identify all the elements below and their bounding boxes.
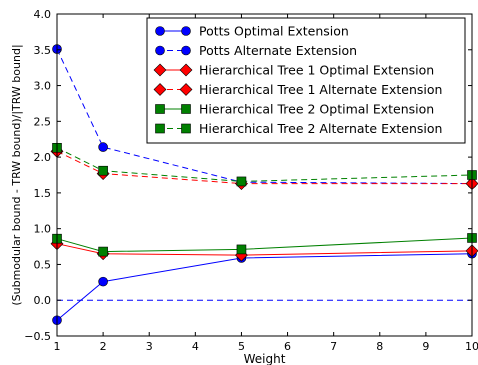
legend-marker-1 (181, 45, 191, 56)
series-line-1 (56, 48, 473, 185)
legend-marker-5 (181, 123, 191, 134)
y-tick-label: 3.5 (34, 44, 52, 57)
y-axis-label: (Submodular bound - TRW bound)/|TRW boun… (10, 44, 23, 305)
series-line-5 (56, 147, 473, 182)
series-lines-layer (56, 48, 473, 321)
legend-label-4: Hierarchical Tree 2 Optimal Extension (199, 102, 434, 117)
y-tick-label: 0.5 (34, 258, 52, 271)
series-0-point (98, 276, 108, 287)
series-4-point (236, 244, 247, 255)
x-tick-label: 9 (422, 340, 429, 353)
x-tick-label: 3 (146, 340, 153, 353)
legend-label-5: Hierarchical Tree 2 Alternate Extension (199, 121, 442, 136)
x-tick-label: 2 (100, 340, 107, 353)
legend-marker-3 (153, 83, 167, 96)
legend-marker-2 (179, 63, 193, 77)
y-tick-label: 1.0 (34, 223, 52, 236)
series-line-4 (56, 237, 473, 253)
x-tick-label: 6 (284, 340, 291, 353)
series-line-3 (56, 150, 472, 185)
series-4-point (98, 246, 108, 257)
x-tick-label: 7 (330, 340, 337, 353)
y-tick-label: 2.0 (34, 151, 52, 164)
legend-marker-0 (181, 26, 191, 36)
series-5-point (236, 176, 247, 187)
x-axis-label: Weight (244, 352, 286, 365)
legend-marker-1 (155, 45, 165, 56)
legend-marker-2 (153, 63, 167, 77)
legend-marker-3 (179, 83, 193, 96)
legend-label-2: Hierarchical Tree 1 Optimal Extension (199, 63, 434, 78)
x-tick-label: 8 (376, 340, 383, 353)
plot-frame (56, 13, 473, 337)
legend-marker-4 (181, 104, 191, 114)
legend-box (146, 17, 466, 144)
legend-label-1: Potts Alternate Extension (199, 43, 357, 58)
legend-marker-0 (155, 26, 165, 36)
series-line-0 (56, 253, 473, 321)
y-tick-label: 2.5 (34, 115, 52, 128)
legend: Potts Optimal Extension Potts Alternate E… (146, 17, 466, 144)
legend-marker-4 (155, 104, 165, 114)
x-tick-label: 1 (54, 340, 61, 353)
y-tick-label: −0.5 (24, 330, 51, 343)
x-tick-label: 4 (192, 340, 199, 353)
series-1-point (98, 142, 108, 152)
series-line-2 (56, 243, 473, 256)
y-tick-label: 1.5 (34, 187, 52, 200)
legend-label-3: Hierarchical Tree 1 Alternate Extension (199, 82, 442, 97)
x-tick-label: 10 (465, 340, 478, 353)
x-tick-label: 5 (238, 340, 245, 353)
y-tick-label: 0.0 (34, 294, 52, 307)
series-5-point (98, 165, 108, 176)
legend-marker-5 (155, 123, 165, 134)
legend-label-0: Potts Optimal Extension (199, 24, 349, 39)
axis-ticks: 1 2 3 4 5 6 7 8 9 10 −0.5 0.0 0.5 1.0 1.5 2.0 2.5 3.0 3.5 4… (24, 8, 478, 353)
y-tick-label: 3.0 (34, 80, 52, 93)
y-tick-label: 4.0 (34, 8, 52, 21)
